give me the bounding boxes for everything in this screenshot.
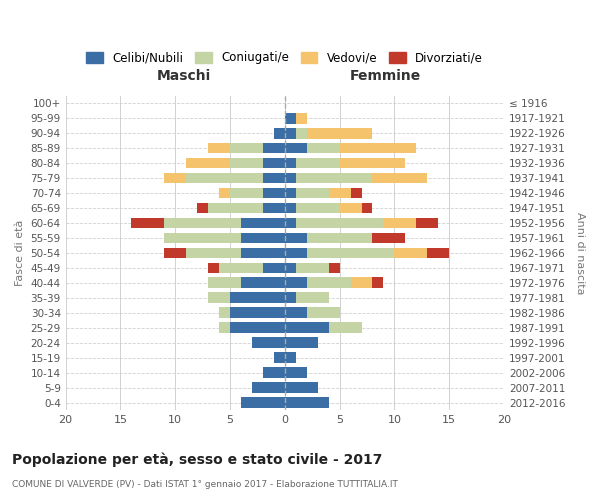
Bar <box>285 262 296 274</box>
Bar <box>427 248 449 258</box>
Bar <box>285 248 307 258</box>
Bar <box>274 128 285 138</box>
Bar <box>296 218 383 228</box>
Bar <box>285 188 296 198</box>
Bar <box>350 188 362 198</box>
Bar <box>219 188 230 198</box>
Bar <box>164 172 186 184</box>
Text: Maschi: Maschi <box>157 69 211 83</box>
Bar <box>285 172 296 184</box>
Bar <box>285 202 296 213</box>
Bar <box>373 278 383 288</box>
Bar <box>230 142 263 154</box>
Bar <box>285 278 307 288</box>
Bar <box>164 232 241 243</box>
Bar <box>263 172 285 184</box>
Bar <box>329 322 362 333</box>
Bar <box>296 113 307 124</box>
Bar <box>285 128 296 138</box>
Bar <box>307 248 394 258</box>
Bar <box>285 113 296 124</box>
Bar <box>350 278 373 288</box>
Bar <box>373 232 406 243</box>
Bar <box>373 172 427 184</box>
Bar <box>186 158 230 168</box>
Bar <box>274 352 285 363</box>
Bar <box>285 368 307 378</box>
Bar <box>186 248 241 258</box>
Bar <box>241 232 285 243</box>
Text: COMUNE DI VALVERDE (PV) - Dati ISTAT 1° gennaio 2017 - Elaborazione TUTTITALIA.I: COMUNE DI VALVERDE (PV) - Dati ISTAT 1° … <box>12 480 398 489</box>
Bar <box>241 218 285 228</box>
Bar <box>362 202 373 213</box>
Bar <box>307 232 373 243</box>
Bar <box>307 278 350 288</box>
Bar <box>296 158 340 168</box>
Bar <box>208 262 219 274</box>
Bar <box>383 218 416 228</box>
Bar <box>285 382 317 393</box>
Bar <box>296 202 340 213</box>
Legend: Celibi/Nubili, Coniugati/e, Vedovi/e, Divorziati/e: Celibi/Nubili, Coniugati/e, Vedovi/e, Di… <box>86 52 483 64</box>
Bar <box>164 248 186 258</box>
Bar <box>285 218 296 228</box>
Bar <box>208 292 230 303</box>
Bar <box>285 398 329 408</box>
Bar <box>285 142 307 154</box>
Bar <box>252 338 285 348</box>
Bar <box>219 308 230 318</box>
Bar <box>394 248 427 258</box>
Bar <box>296 172 373 184</box>
Bar <box>230 158 263 168</box>
Bar <box>230 188 263 198</box>
Bar <box>263 368 285 378</box>
Y-axis label: Fasce di età: Fasce di età <box>15 220 25 286</box>
Bar <box>197 202 208 213</box>
Bar <box>307 128 373 138</box>
Bar <box>241 278 285 288</box>
Bar <box>263 262 285 274</box>
Bar <box>296 188 329 198</box>
Bar <box>340 202 362 213</box>
Bar <box>230 308 285 318</box>
Bar <box>340 142 416 154</box>
Bar <box>416 218 438 228</box>
Bar <box>296 128 307 138</box>
Bar <box>340 158 406 168</box>
Bar <box>263 202 285 213</box>
Bar <box>263 158 285 168</box>
Bar <box>296 262 329 274</box>
Bar <box>219 262 263 274</box>
Bar <box>307 142 340 154</box>
Bar <box>263 188 285 198</box>
Bar <box>219 322 230 333</box>
Bar <box>208 202 263 213</box>
Bar <box>252 382 285 393</box>
Bar <box>208 278 241 288</box>
Bar <box>285 292 296 303</box>
Bar <box>296 292 329 303</box>
Bar <box>186 172 263 184</box>
Bar <box>307 308 340 318</box>
Bar <box>241 398 285 408</box>
Bar <box>241 248 285 258</box>
Text: Popolazione per età, sesso e stato civile - 2017: Popolazione per età, sesso e stato civil… <box>12 452 382 467</box>
Bar <box>285 308 307 318</box>
Bar <box>164 218 241 228</box>
Bar <box>285 352 296 363</box>
Bar <box>131 218 164 228</box>
Bar <box>208 142 230 154</box>
Bar <box>285 322 329 333</box>
Bar <box>285 338 317 348</box>
Bar <box>230 322 285 333</box>
Y-axis label: Anni di nascita: Anni di nascita <box>575 212 585 294</box>
Bar <box>329 262 340 274</box>
Bar <box>263 142 285 154</box>
Bar <box>329 188 350 198</box>
Bar <box>230 292 285 303</box>
Bar <box>285 232 307 243</box>
Text: Femmine: Femmine <box>350 69 421 83</box>
Bar <box>285 158 296 168</box>
